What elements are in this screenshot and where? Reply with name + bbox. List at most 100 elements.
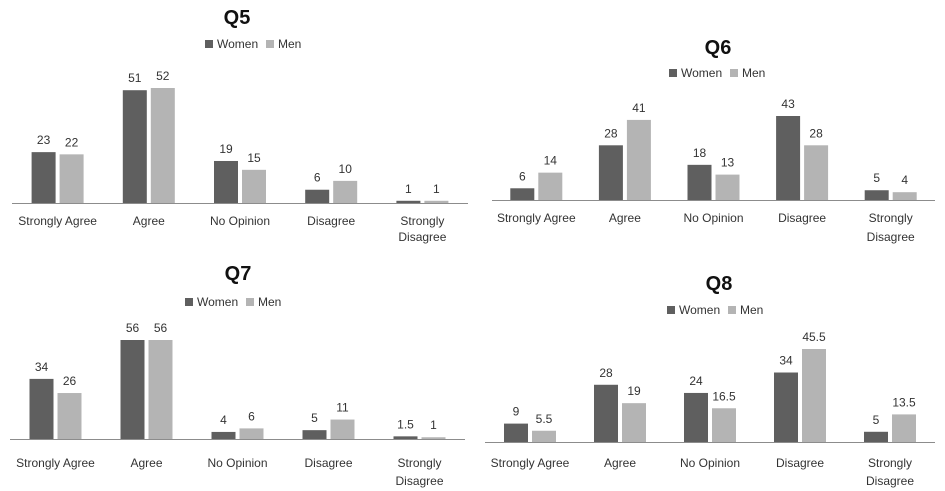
bar-men-4 [802,349,826,442]
bar-men-2 [626,119,651,200]
value-label-men-1: 14 [544,154,558,168]
value-label-men-1: 5.5 [536,412,553,426]
chart-title: Q6 [705,37,732,59]
legend-swatch-women [185,298,193,306]
value-label-men-2: 41 [632,101,646,115]
legend-swatch-men [246,298,254,306]
value-label-men-3: 16.5 [712,389,736,403]
legend-label-men: Men [740,303,763,317]
value-label-women-2: 28 [599,366,613,380]
bar-women-5 [393,436,418,439]
category-label-4: Disagree [778,211,826,225]
category-label-3: No Opinion [683,211,743,225]
value-label-women-5: 5 [873,171,880,185]
value-label-men-1: 26 [63,374,77,388]
category-label-3: No Opinion [210,214,270,228]
chart-title: Q8 [706,273,733,295]
category-label-2: Agree [604,456,636,470]
value-label-men-4: 10 [339,162,353,176]
legend-label-women: Women [197,295,238,309]
bar-men-4 [330,419,355,439]
bar-men-2 [622,403,646,442]
value-label-men-4: 45.5 [802,330,826,344]
legend-label-men: Men [278,37,301,51]
bar-men-3 [239,428,264,439]
value-label-men-3: 15 [247,151,261,165]
value-label-women-2: 51 [128,71,142,85]
value-label-women-5: 1.5 [397,417,414,431]
legend-label-women: Women [217,37,258,51]
legend-label-women: Women [679,303,720,317]
value-label-women-3: 24 [689,374,703,388]
bar-men-1 [532,430,556,442]
bar-women-3 [684,392,708,442]
chart-q8: Q8 Women Men 9 5.5 Strongly Agree 28 19 Agree 24 1… [485,273,935,488]
value-label-men-4: 11 [336,401,349,415]
legend-swatch-women [667,306,675,314]
value-label-women-4: 43 [781,97,795,111]
value-label-women-2: 28 [604,126,618,140]
legend-label-men: Men [742,66,765,80]
chart-title: Q7 [225,263,252,285]
legend-swatch-men [730,69,738,77]
category-label-2: Agree [130,456,162,470]
category-label-3: No Opinion [207,456,267,470]
bar-women-5 [864,431,888,442]
value-label-men-2: 56 [154,321,168,335]
bar-women-5 [396,200,421,203]
value-label-women-1: 34 [35,360,49,374]
bar-women-3 [211,431,236,439]
bar-women-2 [122,90,147,203]
bar-women-3 [687,164,712,200]
category-label-4: Disagree [304,456,352,470]
legend-label-men: Men [258,295,281,309]
category-label-1: Strongly Agree [18,214,97,228]
value-label-women-1: 23 [37,133,51,147]
bar-men-3 [715,174,740,200]
legend-swatch-women [669,69,677,77]
value-label-men-2: 19 [627,384,641,398]
bar-men-1 [538,172,563,200]
category-label-5: Strongly Disagree [867,211,915,244]
chart-q6: Q6 Women Men 6 14 Strongly Agree 28 41 Agree 18 13… [492,37,935,244]
category-label-4: Disagree [776,456,824,470]
bar-men-4 [333,180,358,203]
bar-women-4 [305,189,330,203]
chart-q5: Q5 Women Men 23 22 Strongly Agree 51 52 Agree 19 1… [12,7,468,244]
category-label-3: No Opinion [680,456,740,470]
value-label-men-1: 22 [65,135,79,149]
bar-men-1 [59,154,84,203]
bar-women-1 [510,188,535,200]
value-label-women-4: 34 [779,354,793,368]
value-label-men-2: 52 [156,69,170,83]
legend-swatch-women [205,40,213,48]
bar-men-5 [424,200,449,203]
bar-men-2 [148,340,173,439]
category-label-1: Strongly Agree [497,211,576,225]
value-label-men-4: 28 [809,126,823,140]
category-label-5: Strongly Disagree [866,456,914,488]
bar-men-2 [150,88,175,203]
value-label-women-5: 1 [405,182,412,196]
bar-women-1 [31,152,56,203]
category-label-5: Strongly Disagree [395,456,443,488]
value-label-men-3: 13 [721,156,735,170]
bar-men-4 [804,145,829,200]
value-label-men-5: 1 [430,418,437,432]
bar-women-1 [504,423,528,442]
value-label-men-3: 6 [248,409,255,423]
value-label-women-3: 18 [693,146,707,160]
category-label-2: Agree [133,214,165,228]
bar-men-5 [421,437,446,439]
category-label-4: Disagree [307,214,355,228]
value-label-women-3: 19 [219,142,233,156]
chart-title: Q5 [224,7,251,29]
value-label-men-5: 13.5 [892,395,916,409]
category-label-1: Strongly Agree [16,456,95,470]
bar-men-1 [57,393,82,439]
category-label-1: Strongly Agree [491,456,570,470]
bar-men-5 [892,192,917,200]
value-label-women-1: 9 [513,405,520,419]
bar-women-2 [594,384,618,442]
